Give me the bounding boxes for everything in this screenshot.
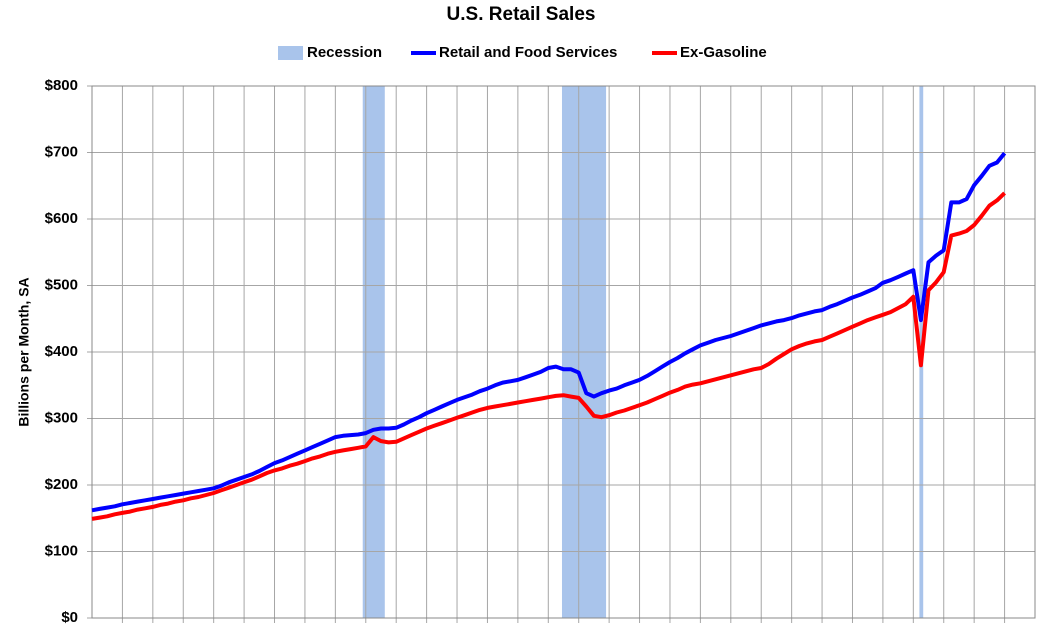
y-tick-label: $500 xyxy=(45,276,78,293)
legend-swatch xyxy=(278,46,303,60)
y-tick-label: $300 xyxy=(45,409,78,426)
y-axis-label: Billions per Month, SA xyxy=(16,277,32,426)
y-tick-label: $200 xyxy=(45,476,78,493)
legend-label: Ex-Gasoline xyxy=(680,44,767,61)
chart-title: U.S. Retail Sales xyxy=(447,4,596,25)
y-tick-label: $0 xyxy=(61,609,78,626)
legend-label: Recession xyxy=(307,44,382,61)
y-tick-label: $600 xyxy=(45,210,78,227)
y-tick-label: $400 xyxy=(45,343,78,360)
plot-border xyxy=(91,85,1036,619)
series-line xyxy=(91,151,1007,513)
y-tick-label: $100 xyxy=(45,542,78,559)
y-tick-label: $800 xyxy=(45,77,78,94)
legend-label: Retail and Food Services xyxy=(439,44,617,61)
series-line xyxy=(91,191,1006,521)
y-tick-label: $700 xyxy=(45,143,78,160)
